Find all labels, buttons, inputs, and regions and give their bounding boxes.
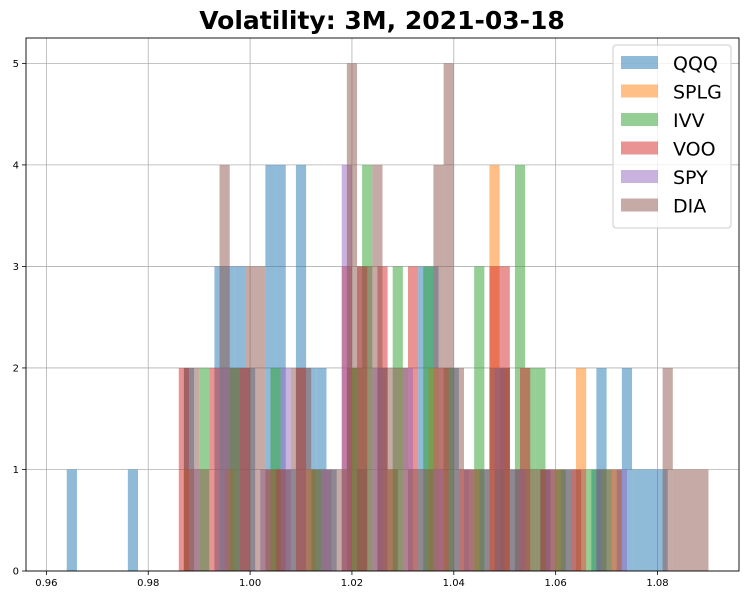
legend-label-spy: SPY: [673, 167, 708, 189]
bar-dia: [311, 469, 347, 571]
y-tick-label: 5: [13, 59, 19, 70]
bar-qqq: [632, 469, 668, 571]
legend-swatch-voo: [621, 141, 658, 155]
axis-ticks: 0.96 0.98 1.00 1.02 1.04 1.06 1.08 0 1 2 3 4 5: [13, 59, 669, 589]
bar-dia: [244, 266, 266, 571]
bar-dia: [219, 164, 230, 571]
bar-dia: [382, 367, 408, 571]
bar-spy: [341, 164, 352, 571]
bar-dia: [672, 469, 709, 571]
bar-dia: [662, 367, 673, 571]
legend-swatch-splg: [621, 84, 658, 98]
bar-dia: [346, 63, 358, 571]
y-tick-label: 2: [13, 363, 19, 374]
bar-dia: [489, 367, 510, 571]
bar-ivv: [423, 266, 434, 571]
legend-swatch-dia: [621, 198, 658, 212]
legend-label-voo: VOO: [673, 139, 716, 161]
histogram-bars: [66, 63, 709, 571]
legend-label-splg: SPLG: [673, 82, 722, 104]
bar-qqq: [66, 469, 77, 571]
axes-frame: [25, 37, 740, 572]
legend-label-ivv: IVV: [673, 110, 705, 132]
bar-dia: [290, 367, 312, 571]
legend-swatch-spy: [621, 170, 658, 183]
legend-swatch-qqq: [621, 56, 658, 69]
bar-dia: [199, 469, 210, 571]
bar-dia: [509, 469, 587, 571]
bar-qqq: [127, 469, 139, 571]
legend-label-qqq: QQQ: [673, 53, 718, 75]
x-tick-label: 0.96: [35, 578, 57, 589]
chart-title: Volatility: 3M, 2021-03-18: [199, 6, 565, 35]
bar-dia: [372, 164, 383, 571]
bar-dia: [443, 63, 454, 571]
legend-label-dia: DIA: [673, 196, 706, 218]
bar-dia: [453, 367, 464, 571]
x-tick-label: 1.08: [646, 578, 668, 589]
bar-dia: [433, 164, 444, 571]
bar-dia: [229, 367, 245, 571]
x-tick-label: 1.06: [545, 578, 567, 589]
y-tick-label: 0: [13, 567, 19, 578]
legend-swatch-ivv: [621, 113, 658, 126]
bar-dia: [463, 469, 490, 571]
x-tick-label: 1.04: [443, 578, 465, 589]
y-tick-label: 1: [13, 465, 19, 476]
x-tick-label: 1.00: [239, 578, 261, 589]
y-tick-label: 4: [13, 160, 19, 171]
bar-dia: [265, 469, 291, 571]
bar-ivv: [586, 469, 597, 571]
legend: QQQ SPLG IVV VOO SPY DIA: [612, 44, 732, 229]
bar-ivv: [474, 266, 485, 571]
y-tick-label: 3: [13, 262, 19, 273]
x-tick-label: 0.98: [137, 578, 159, 589]
bar-voo: [209, 367, 220, 571]
bar-dia: [596, 469, 622, 571]
x-tick-label: 1.02: [341, 578, 363, 589]
bar-dia: [357, 266, 373, 571]
bar-dia: [183, 367, 200, 571]
bar-dia: [407, 469, 434, 571]
